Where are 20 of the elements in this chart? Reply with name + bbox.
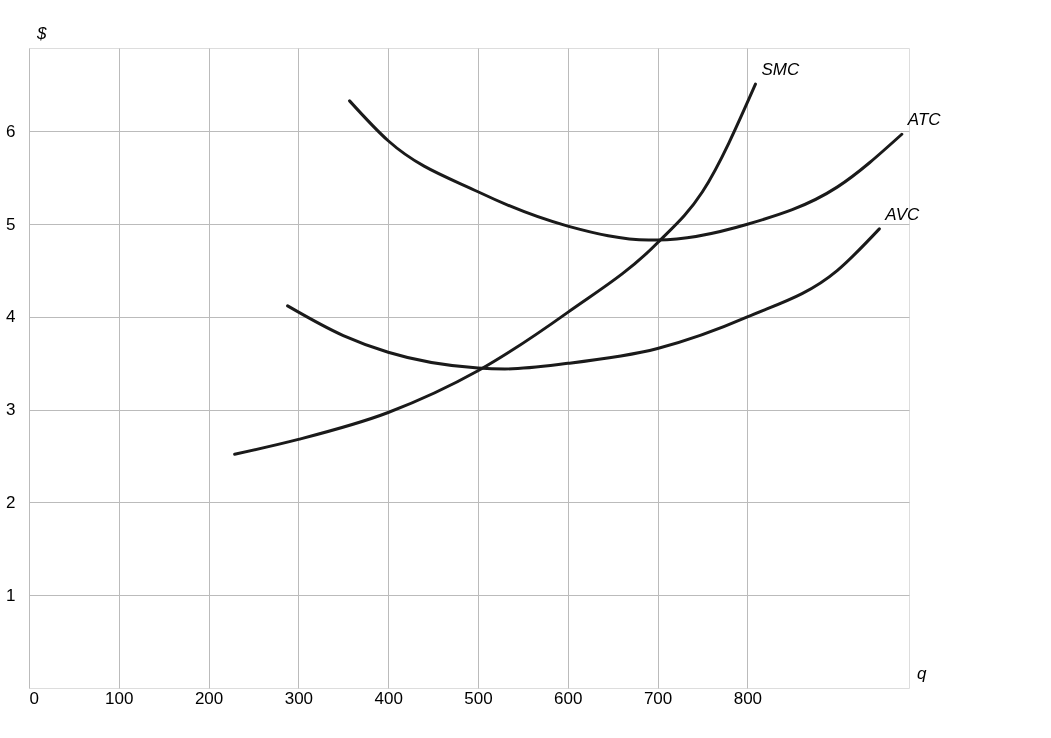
series-label: ATC [906,110,942,130]
y-axis-title: $ [36,24,47,43]
x-axis-title: q [917,664,927,683]
x-tick-label: 700 [643,688,673,708]
series-label: AVC [884,204,921,224]
y-tick-label: 1 [6,585,16,605]
series-label: SMC [761,60,800,80]
x-tick-label: 100 [105,688,134,708]
x-tick-label: 200 [194,688,224,708]
y-tick-label: 2 [6,492,16,512]
y-tick-label: 3 [6,400,16,420]
x-tick-label: 0 [29,688,39,708]
x-tick-label: 500 [464,688,493,708]
x-tick-label: 300 [284,688,314,708]
y-tick-label: 4 [6,307,16,327]
y-tick-label: 6 [6,121,16,141]
y-tick-label: 5 [6,214,16,234]
x-tick-label: 600 [554,688,583,708]
x-tick-label: 400 [374,688,403,708]
x-tick-label: 800 [733,688,763,708]
